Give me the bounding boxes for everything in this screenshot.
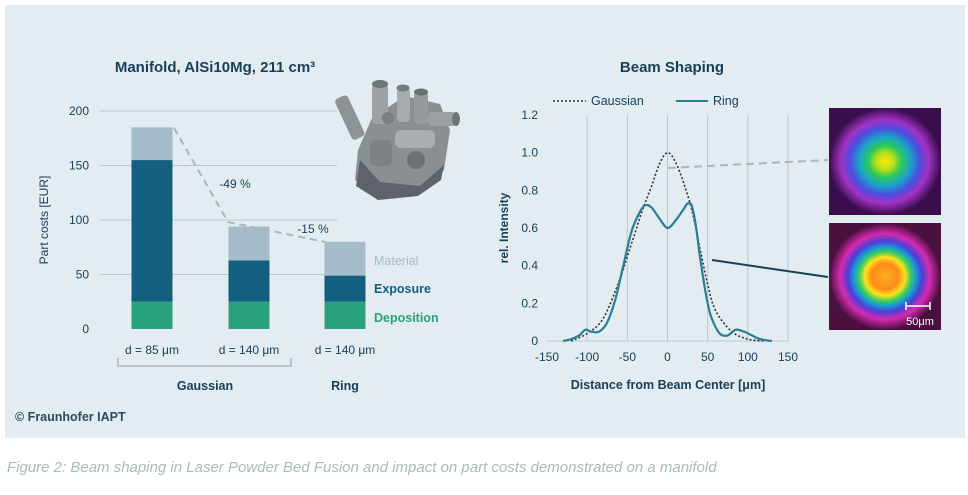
annotation-minus-49: -49 % — [219, 177, 251, 191]
bar-segment-material — [324, 241, 366, 276]
line-x-tick-label: -100 — [575, 350, 599, 364]
annotation-minus-15: -15 % — [297, 222, 329, 236]
line-y-tick-label: 0 — [531, 334, 538, 348]
bar-y-ticks: 0 50 100 150 200 — [69, 104, 89, 336]
line-y-axis-label: rel. Intensity — [497, 192, 511, 263]
line-x-tick-label: 50 — [701, 350, 715, 364]
series-line-ring — [562, 201, 773, 343]
line-y-ticks: 0 0.2 0.4 0.6 0.8 1.0 1.2 — [521, 108, 538, 348]
bar-y-tick-label: 50 — [76, 268, 90, 282]
line-chart-title: Beam Shaping — [620, 59, 724, 76]
bar-y-tick-label: 0 — [82, 322, 89, 336]
gaussian-connector-dashed — [667, 159, 829, 169]
scale-bar-label: 50μm — [906, 316, 934, 328]
bar-y-axis-label: Part costs [EUR] — [37, 176, 51, 265]
bar-y-tick-label: 150 — [69, 159, 89, 173]
line-y-tick-label: 0.6 — [521, 221, 538, 235]
bar-y-tick-label: 100 — [69, 213, 89, 227]
bar-segment-deposition — [228, 301, 270, 329]
line-series — [562, 151, 773, 343]
group-label-ring: Ring — [331, 379, 359, 393]
bar-stacks — [131, 127, 366, 329]
figure-caption: Figure 2: Beam shaping in Laser Powder B… — [7, 459, 717, 476]
line-x-axis-label: Distance from Beam Center [μm] — [571, 378, 766, 392]
copyright-text: © Fraunhofer IAPT — [15, 410, 126, 424]
line-y-tick-label: 0.8 — [521, 183, 538, 197]
ring-connector-line — [711, 259, 829, 278]
bar-segment-material — [228, 226, 270, 261]
bar-category-labels: d = 85 μm d = 140 μm d = 140 μm — [125, 343, 375, 357]
bar-category-label: d = 140 μm — [315, 343, 376, 357]
bar-segment-deposition — [131, 301, 173, 329]
line-y-tick-label: 1.0 — [521, 146, 538, 160]
scale-bar-icon — [905, 302, 931, 310]
manifold-3d-render-image — [335, 80, 460, 200]
line-x-tick-label: 0 — [664, 350, 671, 364]
bar-segment-exposure — [228, 260, 270, 302]
gaussian-beam-profile-image — [829, 108, 941, 215]
bar-category-label: d = 140 μm — [219, 343, 280, 357]
line-y-tick-label: 0.4 — [521, 259, 538, 273]
ring-beam-profile-image: 50μm — [829, 223, 941, 330]
savings-dashed-line — [173, 127, 326, 243]
line-y-tick-label: 1.2 — [521, 108, 538, 122]
bar-category-label: d = 85 μm — [125, 343, 179, 357]
bar-segment-material — [131, 127, 173, 161]
line-y-tick-label: 0.2 — [521, 296, 538, 310]
beam-shaping-chart: Beam Shaping rel. Intensity Distance fro… — [497, 59, 941, 392]
line-x-tick-label: -150 — [535, 350, 559, 364]
figure-canvas: Manifold, AlSi10Mg, 211 cm³ Part costs [… — [37, 59, 941, 393]
legend-gaussian-label: Gaussian — [591, 94, 644, 108]
legend-material: Material — [374, 254, 418, 268]
bar-segment-deposition — [324, 301, 366, 329]
bar-chart-title: Manifold, AlSi10Mg, 211 cm³ — [115, 59, 315, 76]
legend-deposition: Deposition — [374, 311, 439, 325]
bar-segment-exposure — [324, 275, 366, 302]
bar-y-tick-label: 200 — [69, 104, 89, 118]
line-x-ticks: -150 -100 -50 0 50 100 150 — [535, 350, 798, 364]
line-x-tick-label: -50 — [619, 350, 637, 364]
bar-segment-exposure — [131, 160, 173, 302]
line-x-tick-label: 150 — [778, 350, 798, 364]
gaussian-group-bracket — [117, 358, 292, 367]
group-label-gaussian: Gaussian — [177, 379, 233, 393]
part-costs-chart: Manifold, AlSi10Mg, 211 cm³ Part costs [… — [37, 59, 460, 393]
legend-ring-label: Ring — [713, 94, 739, 108]
legend-exposure: Exposure — [374, 282, 431, 296]
line-x-tick-label: 100 — [738, 350, 758, 364]
